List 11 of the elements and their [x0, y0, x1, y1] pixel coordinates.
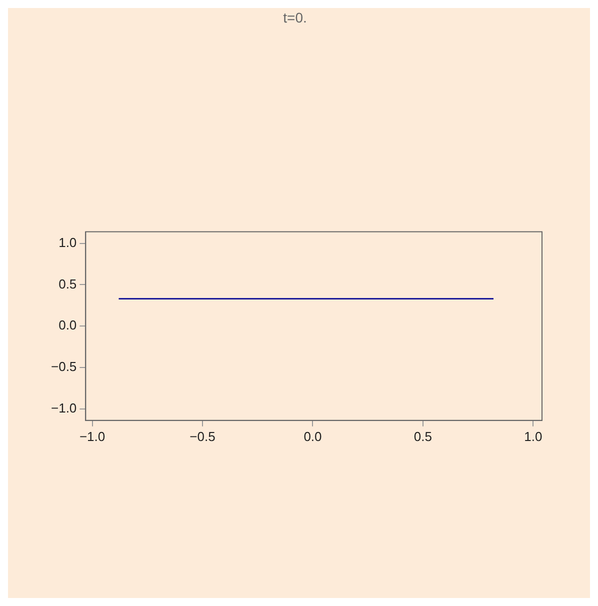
x-tick-label: 0.5 [414, 428, 432, 444]
x-tick-label: 1.0 [524, 428, 542, 444]
x-tick-label: −0.5 [190, 428, 216, 444]
x-tick-label: −1.0 [79, 428, 106, 444]
y-tick-label: 1.0 [58, 234, 77, 250]
y-tick-label: 0.5 [58, 276, 77, 292]
y-tick-label: −0.5 [50, 359, 77, 374]
y-tick-label: 0.0 [58, 318, 77, 333]
x-tick-label: 0.0 [304, 428, 322, 444]
chart-title: t=0. [283, 9, 307, 26]
y-tick-label: −1.0 [50, 400, 77, 416]
